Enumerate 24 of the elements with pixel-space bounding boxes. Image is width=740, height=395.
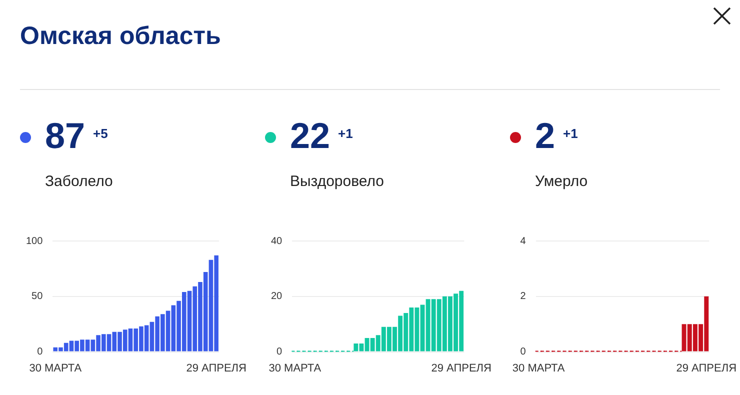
y-tick-label: 0 [37,346,44,358]
y-tick-label: 4 [520,236,526,247]
chart-title: Заболело [45,173,113,190]
text: 87 [45,115,86,156]
x-tick-label: 29 АПРЕЛЯ [431,362,492,374]
text: +1 [563,126,578,141]
chart-title: Выздоровело [290,173,384,190]
x-tick-label: 29 АПРЕЛЯ [676,362,737,374]
y-tick-label: 40 [271,236,283,247]
x-tick-label: 30 МАРТА [512,362,566,374]
y-tick-label: 100 [26,236,44,247]
y-tick-label: 0 [520,346,526,358]
y-tick-label: 2 [520,291,526,302]
text: +5 [93,126,108,141]
x-tick-label: 30 МАРТА [268,362,322,374]
y-tick-label: 50 [32,291,44,302]
y-tick-label: 20 [271,291,283,302]
y-tick-label: 0 [276,346,283,358]
x-tick-label: 30 МАРТА [29,362,82,374]
text: 22 [290,115,330,156]
x-tick-label: 29 АПРЕЛЯ [186,362,247,374]
text: +1 [338,126,353,141]
text: Омская область [20,22,222,51]
chart-title: Умерло [535,173,588,190]
